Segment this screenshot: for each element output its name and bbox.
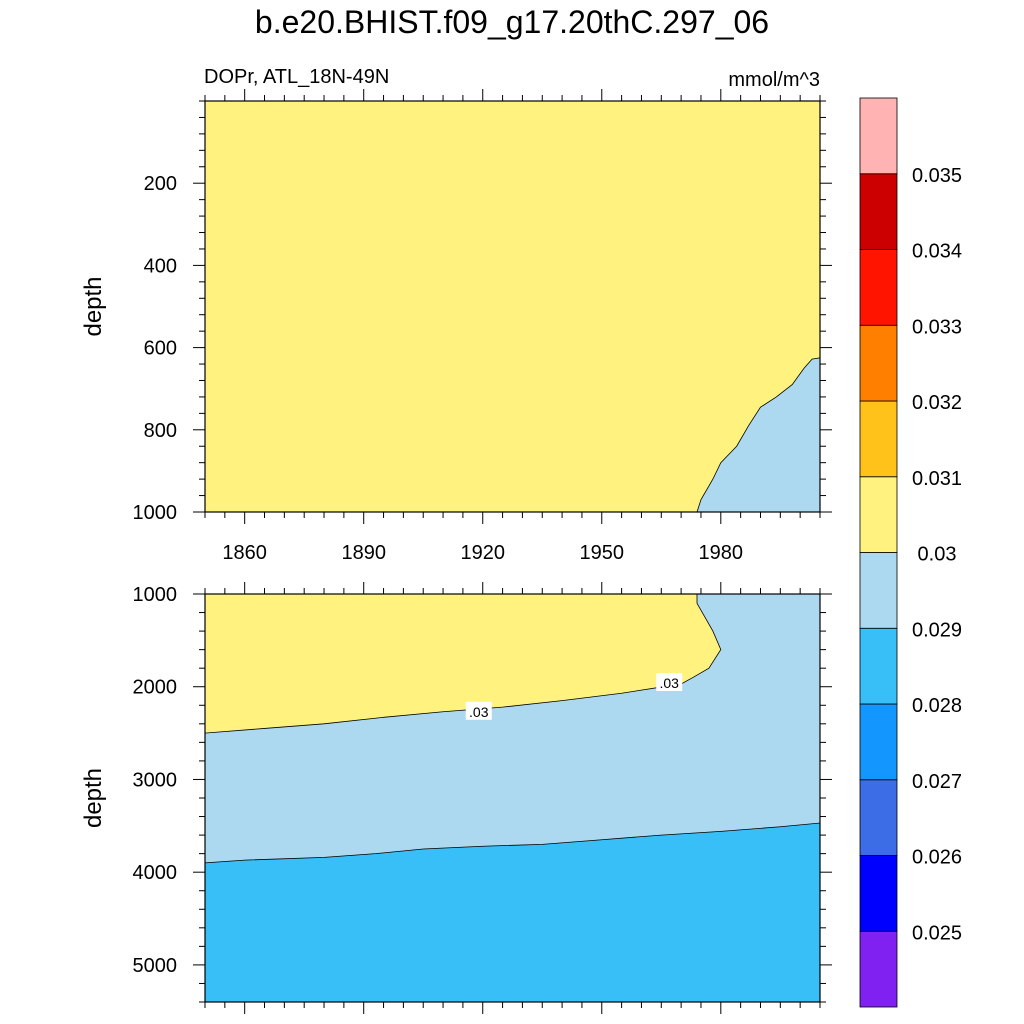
chart-title: b.e20.BHIST.f09_g17.20thC.297_06	[254, 4, 770, 40]
units-label: mmol/m^3	[728, 69, 820, 91]
y-tick-label: 1000	[133, 502, 178, 524]
colorbar-label: 0.034	[912, 241, 962, 263]
left-subtitle: DOPr, ATL_18N-49N	[204, 66, 389, 88]
colorbar-swatch	[859, 779, 898, 856]
contour-label: .03	[469, 704, 489, 720]
colorbar-swatch	[859, 97, 898, 175]
contour-label-box	[465, 701, 492, 720]
y-tick-label: 200	[144, 173, 177, 195]
colorbar-swatch	[859, 552, 898, 629]
x-tick-label: 1920	[460, 542, 505, 564]
colorbar-label: 0.033	[912, 316, 962, 338]
x-tick-label: 1950	[580, 542, 625, 564]
y-tick-label: 800	[144, 420, 177, 442]
panel-2: .03 .03 1000 2000 3000 4000 5000 depth	[80, 582, 832, 1014]
colorbar-swatch	[859, 173, 898, 250]
y-tick-label: 3000	[133, 769, 178, 791]
y-tick-label: 1000	[133, 584, 178, 606]
panel-1: 1860 1890 1920 1950 1980 200 400 600 800 1000 dept…	[80, 89, 832, 564]
colorbar-swatch	[859, 930, 898, 1008]
x-tick-label: 1860	[222, 542, 267, 564]
contour-label-box	[656, 673, 683, 692]
y-tick-label: 4000	[133, 862, 178, 884]
colorbar-swatch	[859, 703, 898, 781]
contour-fill-0.03-0.031	[205, 101, 820, 512]
contour-fill-0.03-0.031	[204, 593, 722, 734]
colorbar-swatch	[859, 627, 898, 705]
colorbar-label: 0.027	[912, 771, 962, 793]
colorbar-swatch	[859, 249, 898, 326]
colorbar: 0.025 0.026 0.027 0.028 0.029 0.03 0.031 0.032 0…	[859, 97, 962, 1008]
y-axis-label: depth	[80, 768, 107, 828]
colorbar-label: 0.035	[912, 165, 962, 187]
colorbar-label: 0.032	[912, 392, 962, 414]
y-axis-label: depth	[80, 276, 107, 336]
colorbar-swatch	[859, 476, 898, 553]
x-tick-label: 1890	[341, 542, 386, 564]
colorbar-swatch	[859, 855, 898, 932]
y-tick-label: 5000	[133, 955, 178, 977]
colorbar-label: 0.031	[912, 468, 962, 490]
y-tick-label: 600	[144, 338, 177, 360]
plot-frame	[204, 100, 821, 513]
y-tick-label: 400	[144, 255, 177, 277]
colorbar-swatch	[859, 324, 898, 402]
colorbar-label: 0.026	[912, 847, 962, 869]
colorbar-label: 0.028	[912, 695, 962, 717]
colorbar-label: 0.029	[912, 619, 962, 641]
colorbar-label: 0.03	[918, 544, 957, 566]
contour-label: .03	[659, 675, 679, 691]
y-tick-label: 2000	[133, 677, 178, 699]
contour-fill-0.029-0.03	[696, 357, 821, 513]
colorbar-label: 0.025	[912, 922, 962, 944]
colorbar-swatch	[859, 400, 898, 478]
x-tick-label: 1980	[699, 542, 744, 564]
